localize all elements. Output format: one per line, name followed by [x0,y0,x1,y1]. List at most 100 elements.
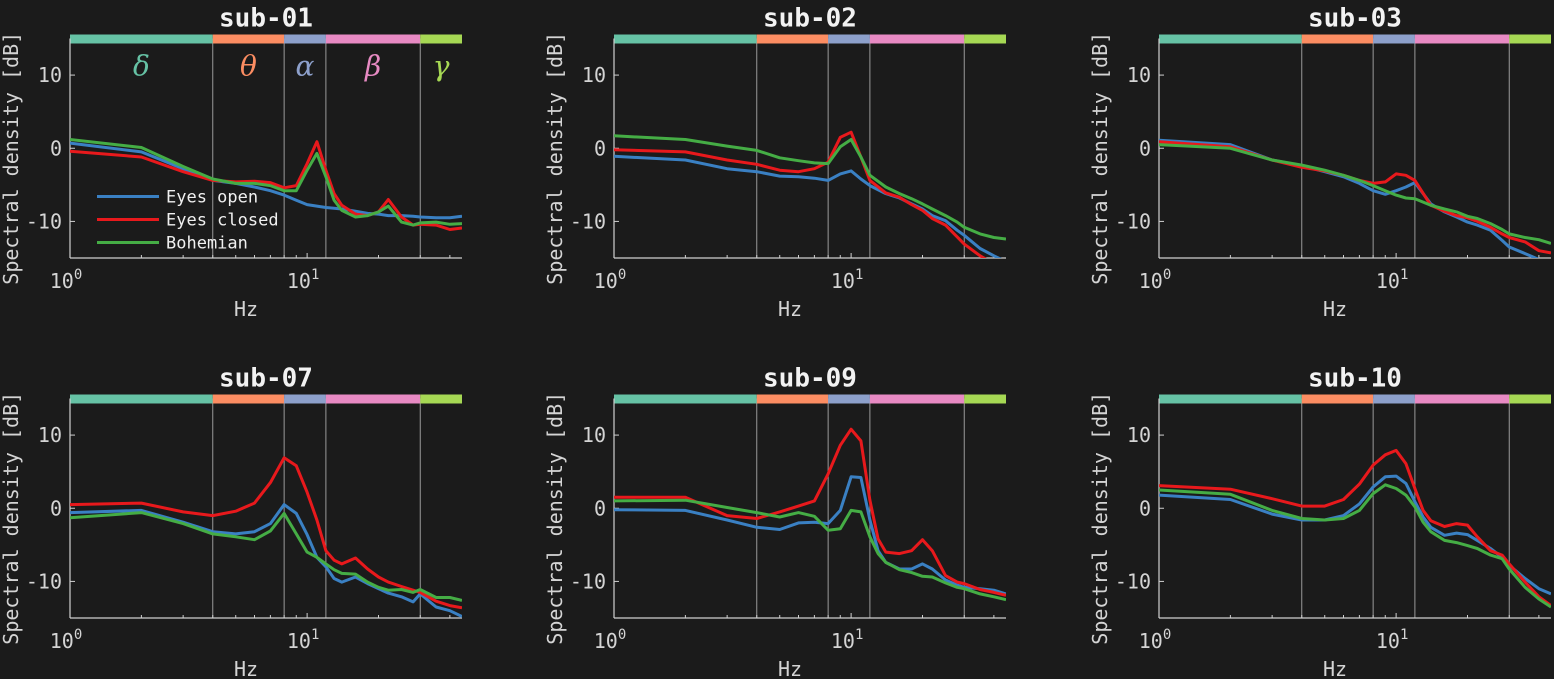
subplot-title: sub-10 [1308,364,1402,394]
legend-label: Eyes closed [166,211,279,231]
y-tick-label: 0 [50,496,62,520]
legend-label: Bohemian [166,234,248,254]
band-bar-alpha [1373,394,1415,404]
band-bar-gamma [1509,394,1551,404]
x-tick-label: 101 [831,267,864,293]
subplot-sub-09: -10 0 10 100 101 sub-09 Hz Spectral density [dB… [543,364,1006,679]
x-axis-label: Hz [778,657,802,679]
band-label-theta: θ [240,50,257,83]
band-label-alpha: α [296,50,315,83]
y-axis-label: Spectral density [dB] [1088,392,1112,645]
band-bar-gamma [420,394,462,404]
y-tick-label: 0 [1139,136,1151,160]
band-bar-theta [212,34,285,44]
x-tick-label: 101 [831,627,864,653]
band-bar-gamma [964,394,1006,404]
series-line-bohemian [70,138,462,227]
x-tick-label: 101 [1376,267,1409,293]
subplot-sub-01: δ θ α β γ -10 0 10 100 101 sub-01 Hz Spectral densit… [0,4,462,321]
band-bar-theta [756,394,829,404]
band-bar-delta [70,34,213,44]
subplot-sub-10: -10 0 10 100 101 sub-10 Hz Spectral density [dB… [1088,364,1551,679]
band-label-delta: δ [133,50,150,83]
band-bar-alpha [828,394,870,404]
y-tick-label: 0 [594,136,606,160]
band-bar-beta [869,394,965,404]
series-line-eyes-closed [614,130,987,258]
x-tick-label: 100 [50,627,83,653]
series-line-eyes-closed [1159,140,1551,255]
series-line-eyes-closed [1159,448,1551,607]
x-axis-label: Hz [1323,297,1347,321]
series-line-eyes-open [70,141,462,220]
x-tick-label: 100 [1139,627,1172,653]
band-bar-alpha [284,34,326,44]
band-bar-delta [70,394,213,404]
band-bar-gamma [420,34,462,44]
band-bar-theta [212,394,285,404]
series-line-eyes-open [614,154,1002,258]
legend: Eyes open Eyes closed Bohemian [97,188,279,254]
band-bar-beta [1414,34,1510,44]
x-tick-label: 101 [287,627,320,653]
subplot-title: sub-03 [1308,4,1402,34]
series-line-eyes-closed [614,427,1006,597]
y-tick-label: -10 [26,569,62,593]
band-bar-beta [1414,394,1510,404]
series-line-bohemian [614,134,1006,241]
band-bar-beta [869,34,965,44]
band-label-gamma: γ [433,50,450,83]
band-bar-alpha [1373,34,1415,44]
subplot-title: sub-01 [219,4,313,34]
x-axis-label: Hz [778,297,802,321]
legend-label: Eyes open [166,188,258,208]
subplot-title: sub-02 [763,4,857,34]
y-tick-label: -10 [570,569,606,593]
band-bar-delta [614,394,757,404]
band-bar-alpha [828,34,870,44]
y-axis-label: Spectral density [dB] [0,32,23,285]
subplot-sub-03: -10 0 10 100 101 sub-03 Hz Spectral density [dB… [1088,4,1551,321]
band-bar-beta [325,34,421,44]
y-axis-label: Spectral density [dB] [543,32,567,285]
series-line-bohemian [1159,483,1551,609]
band-label-beta: β [364,50,381,83]
x-tick-label: 101 [287,267,320,293]
x-axis-label: Hz [1323,657,1347,679]
band-bar-gamma [964,34,1006,44]
x-tick-label: 100 [50,267,83,293]
y-tick-label: -10 [26,209,62,233]
band-bar-delta [1159,394,1302,404]
y-tick-label: -10 [1115,209,1151,233]
series-line-bohemian [1159,143,1551,245]
band-bar-delta [614,34,757,44]
y-tick-label: 10 [1127,63,1151,87]
y-tick-label: 10 [38,63,62,87]
series-line-eyes-open [1159,138,1540,258]
y-tick-label: 10 [38,423,62,447]
y-tick-label: 10 [1127,423,1151,447]
y-axis-label: Spectral density [dB] [1088,32,1112,285]
band-bar-delta [1159,34,1302,44]
band-bar-gamma [1509,34,1551,44]
y-tick-label: 0 [50,136,62,160]
subplot-sub-07: -10 0 10 100 101 sub-07 Hz Spectral density [dB… [0,364,462,679]
band-bar-alpha [284,394,326,404]
x-tick-label: 100 [594,627,627,653]
x-axis-label: Hz [234,657,258,679]
x-tick-label: 101 [1376,627,1409,653]
series-line-eyes-open [70,503,462,618]
x-tick-label: 100 [1139,267,1172,293]
band-bar-beta [325,394,421,404]
y-tick-label: -10 [1115,569,1151,593]
subplot-sub-02: -10 0 10 100 101 sub-02 Hz Spectral density [dB… [543,4,1006,321]
band-bar-theta [1301,34,1374,44]
y-tick-label: 0 [1139,496,1151,520]
x-axis-label: Hz [234,297,258,321]
subplot-title: sub-07 [219,364,313,394]
subplot-title: sub-09 [763,364,857,394]
y-tick-label: -10 [570,209,606,233]
y-axis-label: Spectral density [dB] [0,392,23,645]
band-bar-theta [756,34,829,44]
